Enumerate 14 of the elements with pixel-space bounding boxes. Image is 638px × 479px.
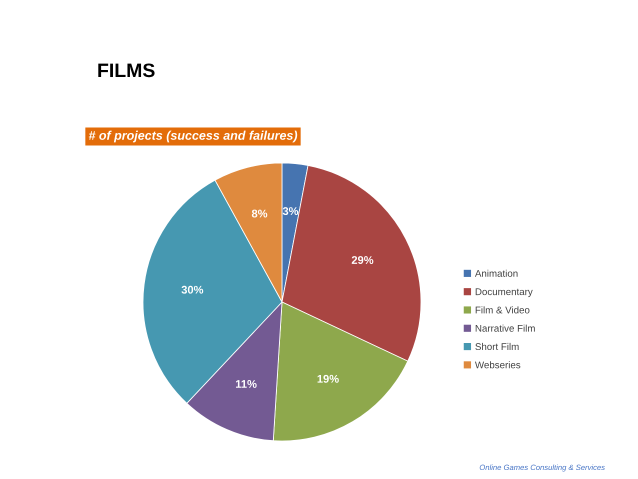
chart-subtitle: # of projects (success and failures) [88, 130, 298, 142]
legend-label: Film & Video [476, 306, 530, 314]
data-label: 3% [282, 207, 298, 216]
legend-label: Documentary [476, 288, 533, 298]
legend-label: Short Film [475, 342, 519, 350]
legend-label: Webseries [474, 361, 520, 368]
data-label: 29% [352, 256, 374, 264]
legend-label: Narrative Film [476, 324, 535, 332]
data-label: 11% [236, 380, 257, 388]
data-label: 19% [318, 374, 339, 383]
data-label: 30% [182, 286, 204, 294]
chart-title: FILMS [98, 63, 155, 78]
data-label: 8% [252, 210, 268, 218]
legend-label: Animation [474, 270, 518, 277]
